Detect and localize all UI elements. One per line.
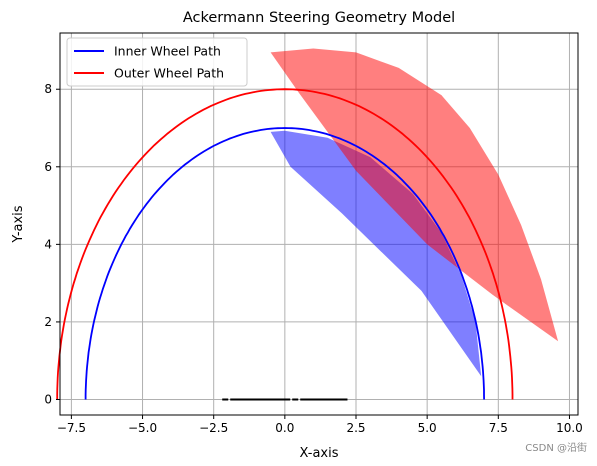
plot-frame [59, 32, 579, 416]
x-tick-label-7: 10.0 [556, 421, 583, 435]
y-axis-label: Y-axis [11, 205, 26, 243]
legend-box [66, 37, 248, 87]
x-tick-label-1: −5.0 [128, 421, 157, 435]
series-line-1 [56, 88, 514, 400]
y-tick-label-4: 8 [44, 82, 52, 96]
legend-label-0: Inner Wheel Path [114, 44, 221, 59]
x-axis-label: X-axis [300, 446, 339, 461]
fill-region-0 [270, 130, 482, 377]
x-tick-label-4: 2.5 [346, 421, 365, 435]
fill-region-1 [270, 48, 559, 342]
x-tick-label-5: 5.0 [418, 421, 437, 435]
chart-title: Ackermann Steering Geometry Model [183, 10, 455, 26]
legend-label-1: Outer Wheel Path [114, 66, 224, 81]
y-tick-label-1: 2 [44, 315, 52, 329]
y-tick-label-0: 0 [44, 392, 52, 406]
x-tick-label-3: 0.0 [275, 421, 294, 435]
x-tick-label-2: −2.5 [199, 421, 228, 435]
y-tick-label-3: 6 [44, 160, 52, 174]
watermark: CSDN @沿街 [525, 443, 587, 454]
x-tick-label-6: 7.5 [489, 421, 508, 435]
y-tick-label-2: 4 [44, 237, 52, 251]
series-line-0 [84, 127, 485, 400]
x-tick-label-0: −7.5 [57, 421, 86, 435]
